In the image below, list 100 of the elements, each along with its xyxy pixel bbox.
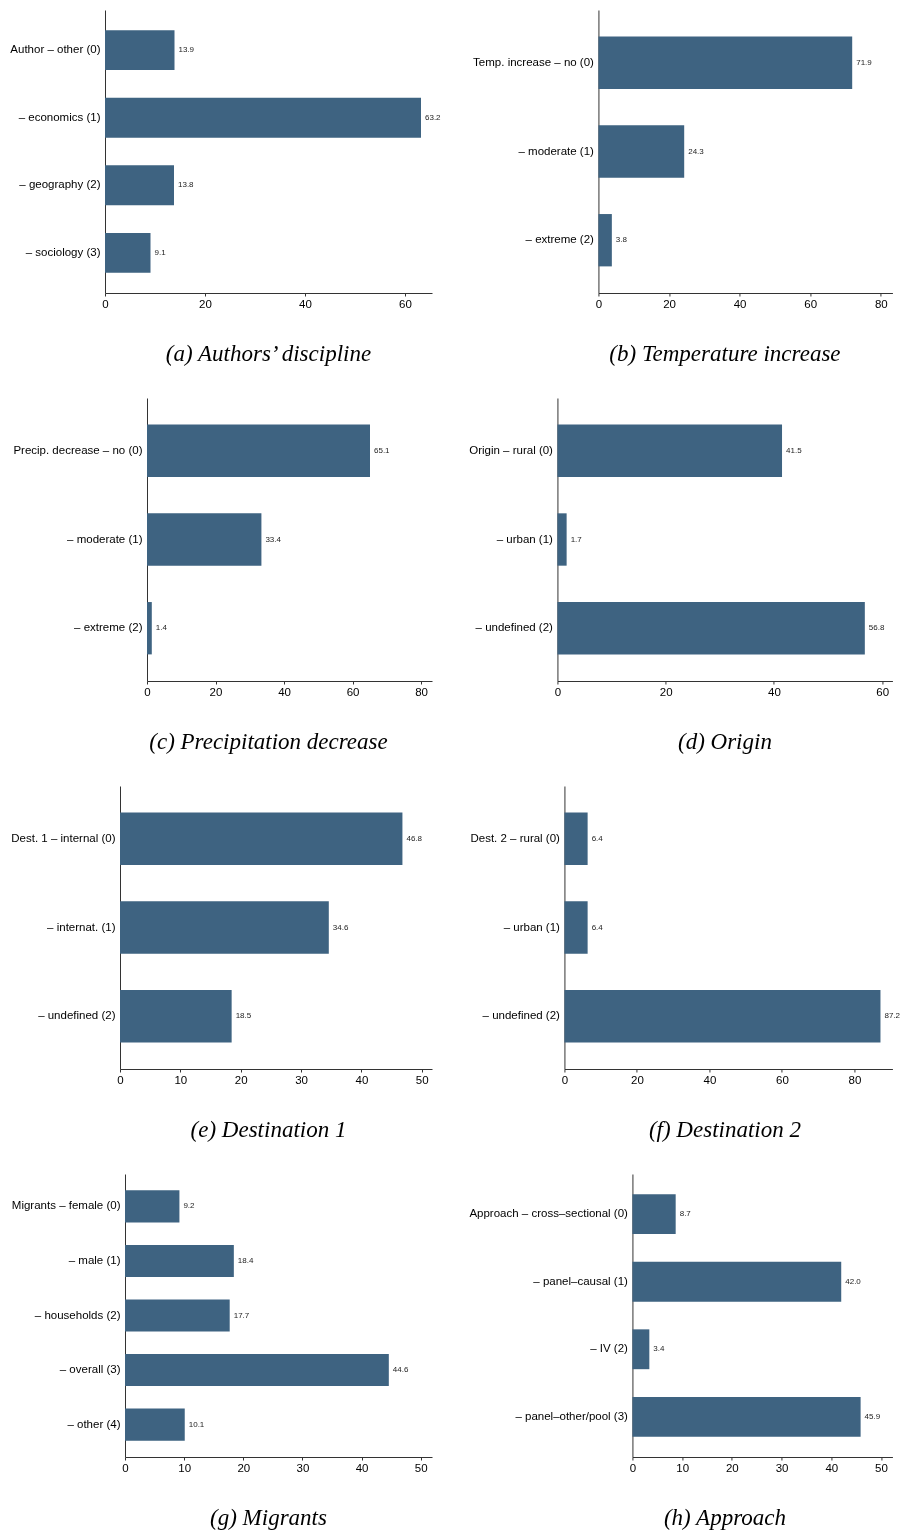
y-tick-label: – IV (2)	[590, 1342, 629, 1355]
x-tick-label: 40	[825, 1461, 839, 1474]
data-label: 56.8	[868, 623, 885, 633]
data-label: 18.5	[235, 1011, 252, 1021]
x-tick-label: 60	[804, 297, 818, 310]
y-tick-label: Author – other (0)	[10, 43, 101, 56]
y-tick-label: Origin – rural (0)	[469, 443, 554, 456]
data-label: 3.8	[615, 235, 628, 245]
x-tick-label: 10	[174, 1073, 188, 1086]
bar	[105, 97, 421, 138]
x-tick-label: 20	[199, 297, 212, 310]
x-tick-label: 30	[296, 1461, 310, 1474]
bar	[120, 812, 403, 865]
x-tick-label: 40	[703, 1073, 717, 1086]
data-label: 3.4	[653, 1344, 666, 1354]
y-tick-label: – undefined (2)	[482, 1009, 561, 1022]
bar	[105, 232, 151, 273]
x-tick-label: 20	[237, 1461, 251, 1474]
y-tick-label: – other (4)	[67, 1417, 121, 1430]
bar	[598, 214, 612, 267]
data-label: 34.6	[332, 922, 349, 932]
x-tick-label: 0	[554, 685, 562, 698]
bar	[105, 30, 175, 71]
bar	[147, 424, 370, 477]
text: (f) Destination 2	[648, 1116, 801, 1142]
data-label: 63.2	[425, 112, 442, 122]
x-tick-label: 60	[346, 685, 360, 698]
x-tick-label: 60	[399, 297, 412, 310]
y-tick-label: Precip. decrease – no (0)	[13, 443, 143, 456]
x-tick-label: 20	[209, 685, 223, 698]
data-label: 44.6	[392, 1365, 409, 1375]
text: (g) Migrants	[210, 1504, 327, 1530]
bar	[125, 1244, 234, 1278]
y-tick-label: – panel–other/pool (3)	[515, 1409, 629, 1422]
data-label: 71.9	[856, 57, 873, 67]
bar	[557, 424, 783, 477]
bar	[147, 513, 262, 566]
y-tick-label: – geography (2)	[19, 178, 101, 191]
data-label: 10.1	[188, 1419, 205, 1429]
x-tick-label: 20	[659, 685, 673, 698]
text: (e) Destination 1	[190, 1116, 347, 1142]
data-label: 1.7	[570, 534, 583, 544]
bar	[598, 125, 685, 178]
bar	[598, 36, 853, 89]
x-tick-label: 60	[775, 1073, 789, 1086]
x-tick-label: 0	[102, 297, 109, 310]
bar	[632, 1194, 676, 1235]
bar	[125, 1190, 180, 1223]
x-tick-label: 0	[122, 1461, 129, 1474]
data-label: 17.7	[233, 1310, 250, 1320]
bar	[632, 1329, 650, 1370]
bar	[557, 602, 865, 655]
data-label: 42.0	[845, 1276, 862, 1286]
y-tick-label: – extreme (2)	[525, 233, 595, 246]
x-tick-label: 30	[775, 1461, 789, 1474]
x-tick-label: 50	[414, 1461, 428, 1474]
y-tick-label: Temp. increase – no (0)	[473, 55, 595, 68]
x-tick-label: 0	[561, 1073, 569, 1086]
data-label: 33.4	[265, 534, 282, 544]
y-tick-label: Dest. 1 – internal (0)	[11, 831, 116, 844]
x-tick-label: 80	[874, 297, 888, 310]
x-tick-label: 0	[595, 297, 603, 310]
x-tick-label: 60	[876, 685, 890, 698]
data-label: 45.9	[864, 1411, 881, 1421]
data-label: 87.2	[884, 1011, 901, 1021]
bar	[125, 1408, 185, 1441]
bar	[125, 1299, 230, 1332]
x-tick-label: 20	[725, 1461, 739, 1474]
x-tick-label: 50	[875, 1461, 888, 1474]
x-tick-label: 40	[733, 297, 747, 310]
data-label: 6.4	[591, 922, 604, 932]
x-tick-label: 10	[178, 1461, 192, 1474]
text: (a) Authors’ discipline	[165, 340, 372, 366]
y-tick-label: – male (1)	[68, 1253, 121, 1266]
y-tick-label: – moderate (1)	[67, 532, 143, 545]
y-tick-label: Migrants – female (0)	[11, 1199, 121, 1212]
data-label: 1.4	[155, 623, 168, 633]
y-tick-label: – urban (1)	[496, 532, 554, 545]
x-tick-label: 40	[355, 1073, 369, 1086]
y-tick-label: Approach – cross–sectional (0)	[469, 1207, 629, 1220]
x-tick-label: 40	[768, 685, 781, 698]
x-tick-label: 20	[631, 1073, 644, 1086]
x-tick-label: 80	[848, 1073, 862, 1086]
data-label: 65.1	[374, 445, 391, 455]
y-tick-label: – internat. (1)	[47, 920, 116, 933]
bar	[120, 901, 329, 954]
bar	[632, 1261, 842, 1302]
x-tick-label: 10	[676, 1461, 690, 1474]
data-label: 41.5	[786, 445, 803, 455]
data-label: 8.7	[679, 1209, 692, 1219]
x-tick-label: 40	[355, 1461, 369, 1474]
y-tick-label: – urban (1)	[503, 920, 561, 933]
bar	[125, 1353, 389, 1387]
x-tick-label: 20	[663, 297, 676, 310]
text: (d) Origin	[677, 728, 772, 754]
text: (c) Precipitation decrease	[149, 728, 388, 754]
bar	[120, 990, 232, 1043]
y-tick-label: – extreme (2)	[74, 621, 143, 634]
x-tick-label: 0	[629, 1461, 637, 1474]
data-label: 13.8	[178, 180, 195, 190]
